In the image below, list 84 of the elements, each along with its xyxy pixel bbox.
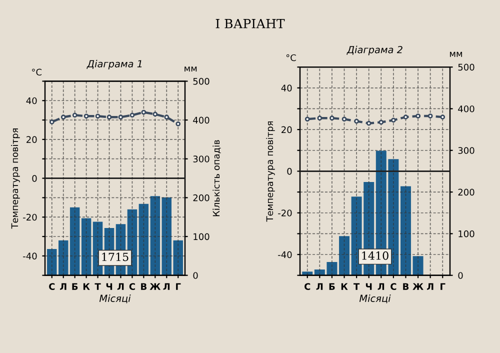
point bbox=[378, 120, 384, 125]
x-tick-label: Л bbox=[60, 283, 66, 290]
x-tick-label: Б bbox=[329, 283, 335, 290]
x-tick-label: Г bbox=[440, 283, 446, 290]
y-tick-label: 20 bbox=[282, 126, 292, 134]
y-tick-label: 0 bbox=[287, 168, 292, 175]
x-tick-label: Л bbox=[426, 283, 434, 290]
y-axis-title: Температура повітря bbox=[266, 121, 275, 222]
point bbox=[106, 114, 112, 120]
text: °C bbox=[32, 68, 42, 76]
point bbox=[416, 114, 420, 118]
x-tick-label: В bbox=[141, 283, 146, 290]
x-tick-label: Ч bbox=[106, 283, 112, 290]
y-tick-label: 0 bbox=[32, 174, 37, 182]
y2-tick-label: 500 bbox=[193, 78, 210, 85]
x-tick-label: Л bbox=[117, 283, 124, 290]
annotation: 1410 bbox=[362, 251, 388, 260]
y-tick-label: 40 bbox=[281, 84, 292, 92]
y2-tick-label: 400 bbox=[458, 105, 474, 112]
y2-tick-label: 0 bbox=[193, 272, 198, 279]
point bbox=[164, 114, 170, 120]
text: І ВАРІАНТ bbox=[216, 19, 285, 28]
y2-tick-label: 300 bbox=[193, 156, 210, 162]
x-tick-label: Г bbox=[176, 283, 181, 290]
y-axis-title: Температура повітря bbox=[11, 128, 20, 229]
point bbox=[84, 114, 89, 119]
x-tick-label: К bbox=[83, 283, 90, 290]
y-tick-label: 20 bbox=[26, 136, 37, 143]
text: мм bbox=[184, 66, 197, 72]
x-tick-label: С bbox=[129, 283, 135, 290]
x-tick-label: С bbox=[390, 283, 396, 290]
x-tick-label: Б bbox=[72, 283, 78, 290]
y2-tick-label: 100 bbox=[458, 230, 474, 238]
y2-tick-label: 0 bbox=[458, 272, 463, 279]
x-tick-label: Ж bbox=[412, 283, 424, 290]
x-tick-label: С bbox=[304, 283, 310, 290]
y2-axis-title: Кількість опадів bbox=[212, 140, 221, 216]
x-tick-label: С bbox=[49, 283, 55, 290]
y2-tick-label: 100 bbox=[194, 233, 210, 240]
text: °C bbox=[286, 54, 296, 62]
y2-tick-label: 200 bbox=[458, 188, 474, 196]
y2-tick-label: 200 bbox=[193, 194, 210, 202]
y2-tick-label: 300 bbox=[458, 147, 474, 154]
y-tick-label: -40 bbox=[23, 252, 37, 260]
y-tick-label: -20 bbox=[23, 214, 37, 221]
y2-tick-label: 400 bbox=[193, 116, 210, 124]
point bbox=[440, 114, 446, 120]
x-tick-label: Л bbox=[378, 283, 384, 290]
point bbox=[60, 114, 66, 120]
point bbox=[330, 116, 334, 121]
x-tick-label: В bbox=[403, 283, 409, 290]
point bbox=[403, 114, 408, 120]
point bbox=[342, 116, 347, 122]
annotation: 1715 bbox=[102, 252, 128, 262]
x-tick-label: Ч bbox=[366, 283, 372, 290]
x-tick-label: Л bbox=[316, 283, 323, 290]
point bbox=[152, 112, 158, 117]
point bbox=[95, 114, 100, 119]
x-tick-label: Т bbox=[354, 283, 360, 290]
chart-title: Діаграма 1 bbox=[86, 60, 142, 70]
x-axis-title: Місяці bbox=[99, 294, 131, 304]
point bbox=[49, 120, 54, 124]
x-tick-label: К bbox=[341, 283, 348, 290]
x-tick-label: Л bbox=[163, 283, 170, 290]
point bbox=[118, 114, 124, 120]
point bbox=[391, 118, 396, 123]
chart-title: Діаграма 2 bbox=[346, 46, 402, 56]
point bbox=[130, 112, 135, 118]
y-tick-label: -20 bbox=[278, 210, 292, 216]
point bbox=[72, 112, 78, 118]
text: мм bbox=[450, 52, 462, 57]
y2-tick-label: 500 bbox=[458, 64, 474, 71]
point bbox=[304, 116, 310, 122]
point bbox=[428, 114, 433, 118]
x-axis-title: Місяці bbox=[359, 294, 391, 304]
y-tick-label: 40 bbox=[26, 97, 37, 104]
point bbox=[317, 116, 322, 121]
point bbox=[176, 121, 181, 126]
x-tick-label: Т bbox=[94, 283, 101, 290]
x-tick-label: Ж bbox=[150, 283, 161, 290]
point bbox=[141, 110, 146, 115]
point bbox=[354, 118, 359, 124]
y-tick-label: -40 bbox=[278, 251, 292, 258]
point bbox=[366, 120, 372, 126]
